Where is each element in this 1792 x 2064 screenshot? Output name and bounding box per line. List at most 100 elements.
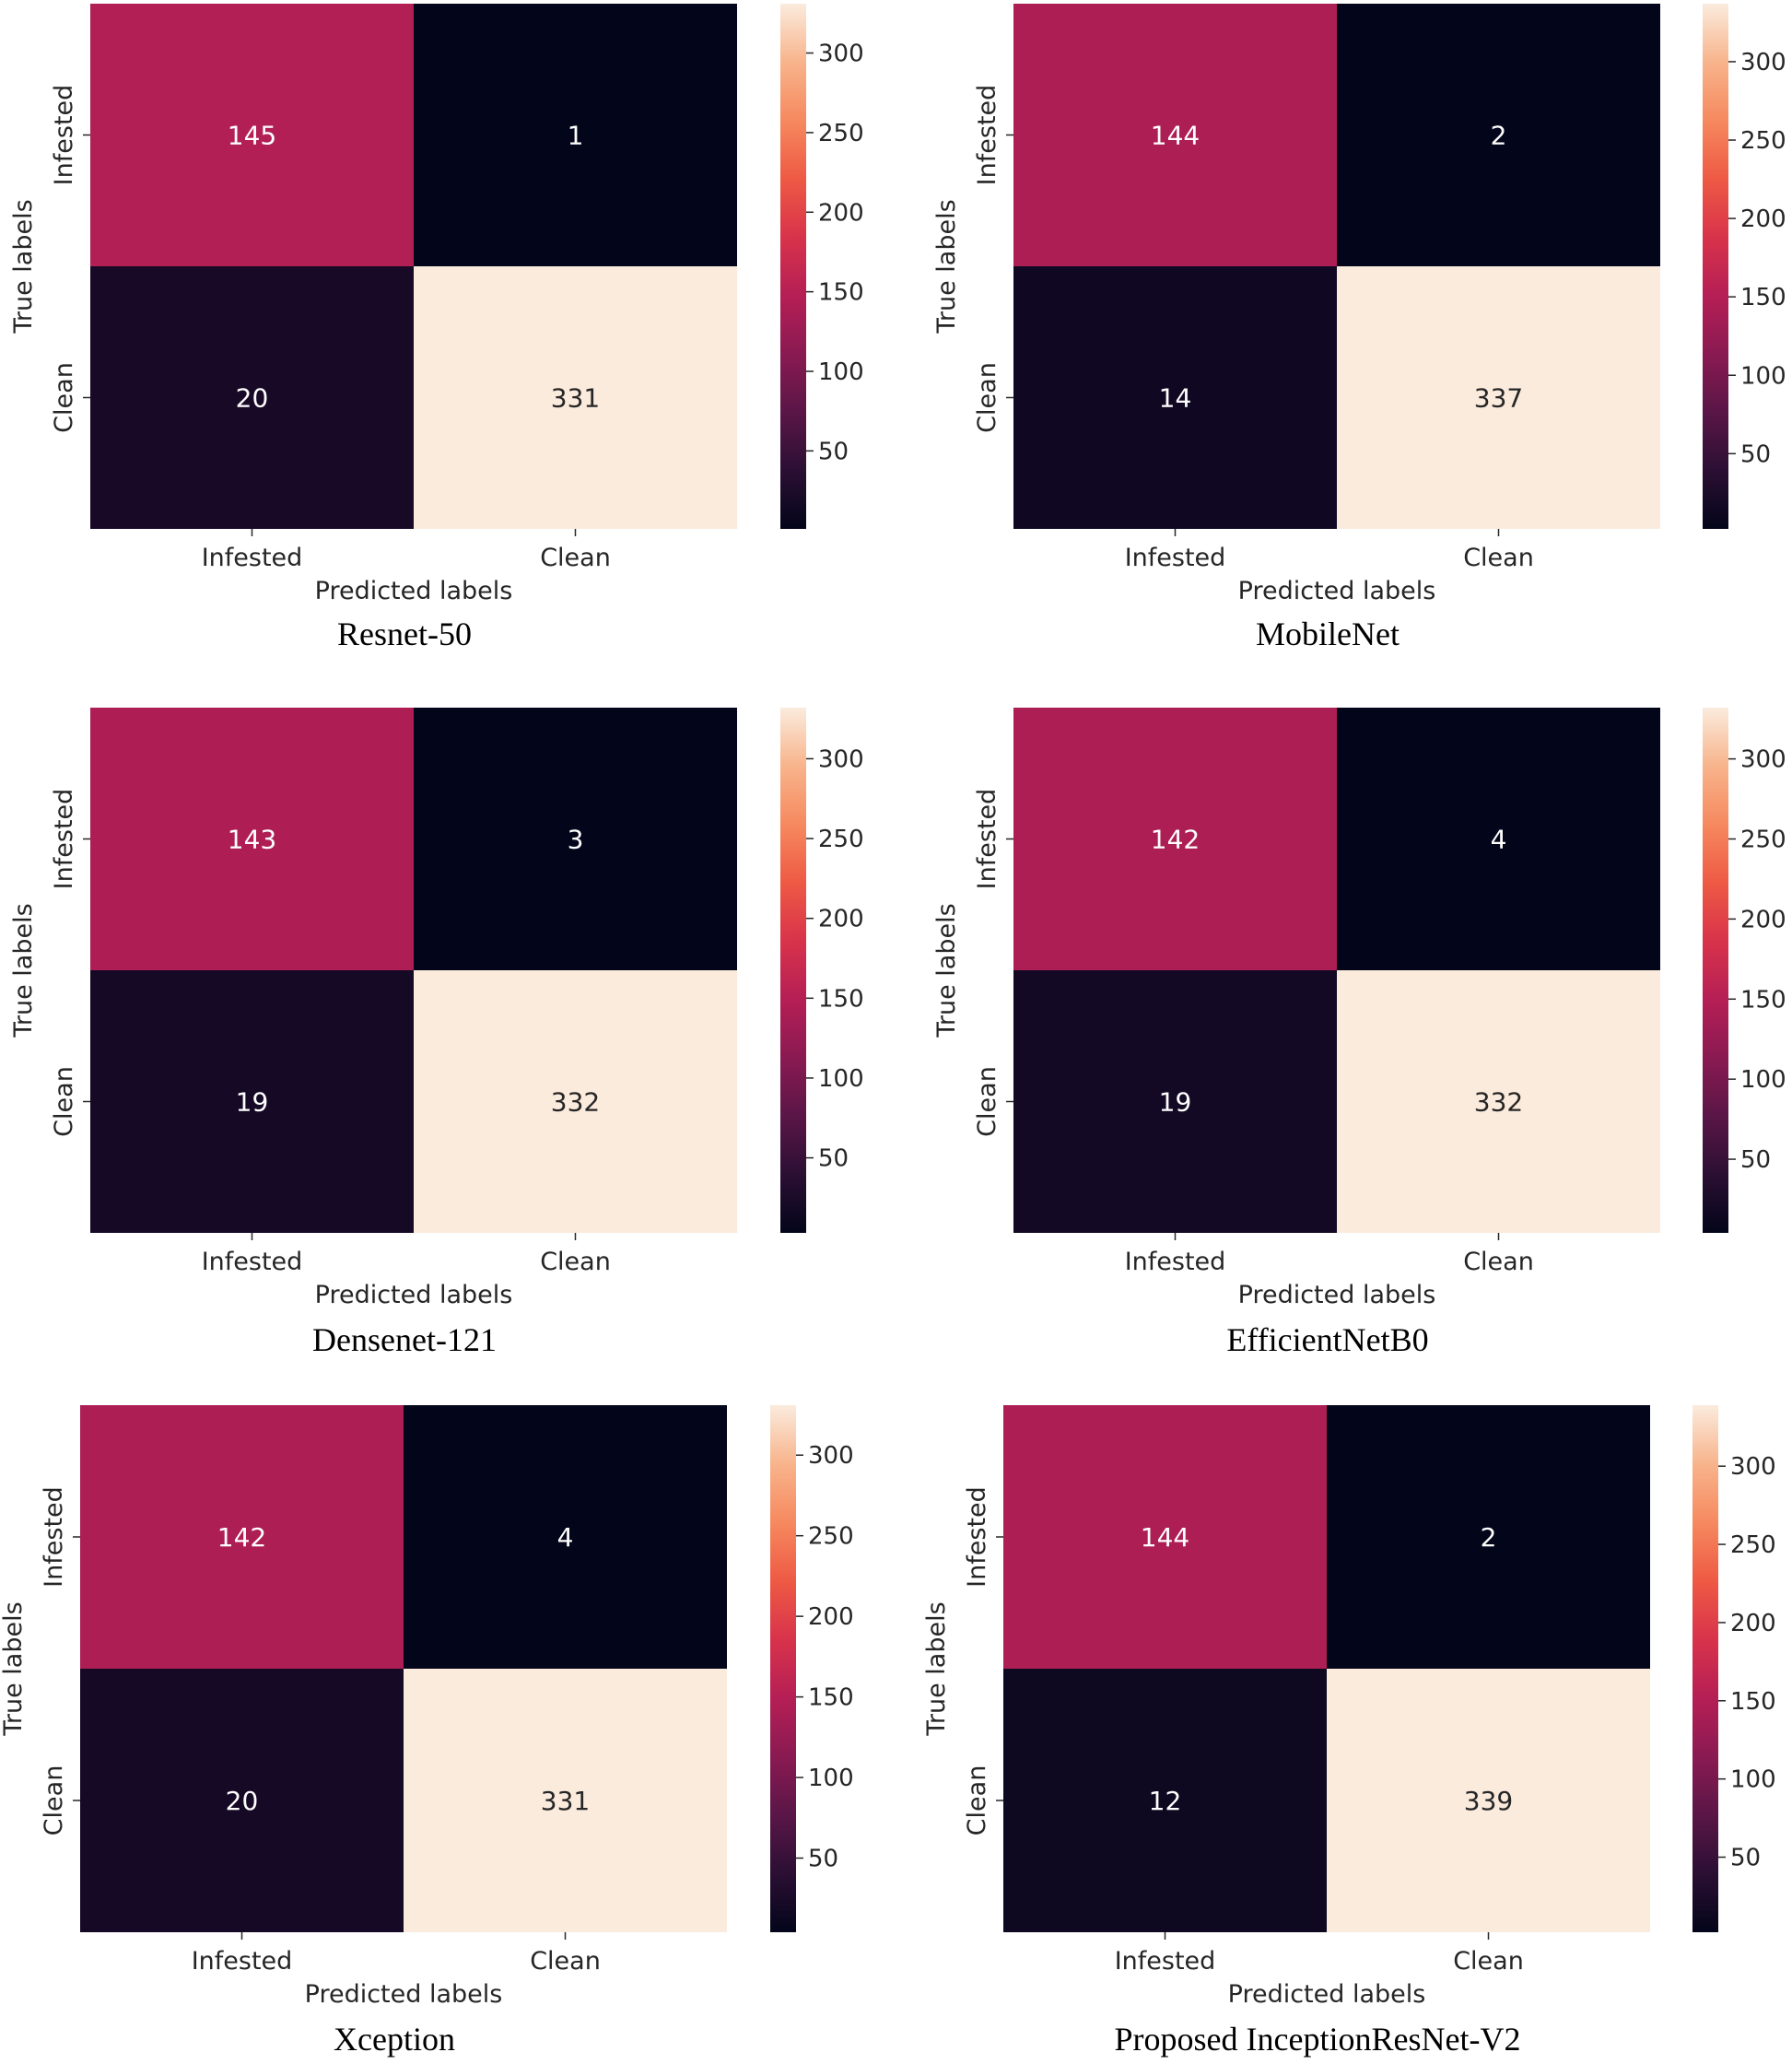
heatmap-cell <box>1013 266 1337 529</box>
heatmap-cell <box>1013 4 1337 266</box>
colorbar-tick-label: 200 <box>1730 1610 1776 1637</box>
colorbar-tick-label: 100 <box>1740 1066 1786 1094</box>
colorbar-tick-label: 200 <box>1740 906 1786 933</box>
x-tick-label: Clean <box>1453 1947 1524 1976</box>
cell-value-label: 19 <box>1159 1087 1192 1118</box>
colorbar-tick-label: 250 <box>1730 1531 1776 1559</box>
colorbar-tick-label: 150 <box>818 279 864 307</box>
colorbar-tick-label: 100 <box>808 1765 854 1792</box>
y-tick-label: Clean <box>963 1765 991 1836</box>
y-tick-label: Clean <box>973 362 1001 433</box>
heatmap-cell <box>1013 970 1337 1233</box>
heatmap-cell <box>1337 4 1660 266</box>
colorbar-tick-label: 100 <box>818 358 864 386</box>
x-tick-label: Infested <box>202 544 303 572</box>
x-axis-label: Predicted labels <box>305 1980 503 2009</box>
y-axis-label: True labels <box>932 903 961 1038</box>
heatmap-cell <box>414 266 737 529</box>
cell-value-label: 143 <box>228 825 276 855</box>
x-tick-label: Infested <box>1115 1947 1216 1976</box>
heatmap-cell <box>404 1405 727 1669</box>
colorbar-tick-label: 150 <box>1740 284 1786 311</box>
colorbar-tick-label: 200 <box>808 1603 854 1631</box>
x-tick-label: Clean <box>530 1947 601 1976</box>
confusion-matrix-panel: 145 1 20 331 Infested Clean Infested Clean Predi… <box>9 4 864 652</box>
colorbar-tick-label: 250 <box>1740 127 1786 155</box>
cell-value-label: 144 <box>1151 121 1200 151</box>
y-axis-label: True labels <box>9 199 38 334</box>
cell-value-label: 4 <box>557 1522 574 1553</box>
confusion-matrix-panel: 143 3 19 332 Infested Clean Infested Clean Predi… <box>9 708 864 1358</box>
heatmap-cell <box>414 970 737 1233</box>
cell-value-label: 142 <box>1151 825 1200 855</box>
heatmap-cell <box>90 970 414 1233</box>
model-title: Xception <box>334 2021 455 2058</box>
x-axis-label: Predicted labels <box>315 577 513 605</box>
y-axis-label: True labels <box>932 199 961 334</box>
y-tick-label: Clean <box>40 1765 68 1836</box>
colorbar-tick-label: 250 <box>818 120 864 147</box>
heatmap-cell <box>404 1669 727 1932</box>
colorbar-tick-label: 150 <box>1740 986 1786 1014</box>
x-axis-label: Predicted labels <box>315 1281 513 1309</box>
y-tick-label: Infested <box>963 1486 991 1588</box>
confusion-matrix-panel: 142 4 19 332 Infested Clean Infested Clean Predi… <box>932 708 1786 1358</box>
colorbar-tick-label: 100 <box>1730 1766 1776 1794</box>
colorbar-tick-label: 300 <box>1740 49 1786 76</box>
colorbar-tick-label: 300 <box>818 41 864 68</box>
colorbar-tick-label: 250 <box>818 826 864 853</box>
x-tick-label: Infested <box>1125 1248 1226 1276</box>
confusion-matrix-panel: 144 2 12 339 Infested Clean Infested Clean Predi… <box>922 1405 1776 2058</box>
colorbar-tick-label: 200 <box>818 906 864 933</box>
cell-value-label: 332 <box>1474 1087 1523 1118</box>
heatmap-cell <box>1337 708 1660 970</box>
heatmap-cell <box>90 266 414 529</box>
heatmap-cell <box>414 4 737 266</box>
colorbar-tick-label: 100 <box>818 1065 864 1093</box>
y-tick-label: Clean <box>50 1066 78 1137</box>
x-tick-label: Infested <box>192 1947 293 1976</box>
y-tick-label: Clean <box>50 362 78 433</box>
x-tick-label: Clean <box>540 1248 611 1276</box>
colorbar-tick-label: 50 <box>818 438 849 465</box>
cell-value-label: 142 <box>217 1522 266 1553</box>
colorbar <box>770 1405 796 1932</box>
colorbar-tick-label: 50 <box>818 1145 849 1173</box>
cell-value-label: 337 <box>1474 383 1523 414</box>
model-title: EfficientNetB0 <box>1226 1321 1428 1358</box>
cell-value-label: 2 <box>1491 121 1507 151</box>
cell-value-label: 2 <box>1481 1522 1497 1553</box>
heatmap-cell <box>1327 1405 1650 1669</box>
x-tick-label: Infested <box>202 1248 303 1276</box>
colorbar-tick-label: 200 <box>1740 205 1786 233</box>
heatmap-cell <box>90 4 414 266</box>
colorbar-tick-label: 250 <box>1740 827 1786 854</box>
cell-value-label: 20 <box>226 1786 259 1816</box>
model-title: Resnet-50 <box>337 616 472 652</box>
y-axis-label: True labels <box>9 903 38 1038</box>
cell-value-label: 144 <box>1141 1522 1189 1553</box>
x-axis-label: Predicted labels <box>1238 577 1436 605</box>
x-tick-label: Clean <box>540 544 611 572</box>
colorbar-tick-label: 250 <box>808 1523 854 1551</box>
cell-value-label: 332 <box>551 1087 600 1118</box>
heatmap-cell <box>80 1669 404 1932</box>
cell-value-label: 12 <box>1149 1786 1182 1816</box>
cell-value-label: 19 <box>236 1087 269 1118</box>
y-tick-label: Infested <box>50 789 78 890</box>
y-tick-label: Infested <box>973 789 1001 890</box>
cell-value-label: 4 <box>1491 825 1507 855</box>
colorbar <box>780 4 806 529</box>
x-tick-label: Clean <box>1463 544 1534 572</box>
colorbar-tick-label: 50 <box>1730 1845 1761 1872</box>
y-tick-label: Infested <box>40 1486 68 1588</box>
heatmap-cell <box>1337 266 1660 529</box>
heatmap-cell <box>1327 1669 1650 1932</box>
colorbar-tick-label: 50 <box>1740 440 1771 468</box>
x-tick-label: Clean <box>1463 1248 1534 1276</box>
heatmap-cell <box>1013 708 1337 970</box>
heatmap-cell <box>90 708 414 970</box>
y-axis-label: True labels <box>0 1601 28 1736</box>
